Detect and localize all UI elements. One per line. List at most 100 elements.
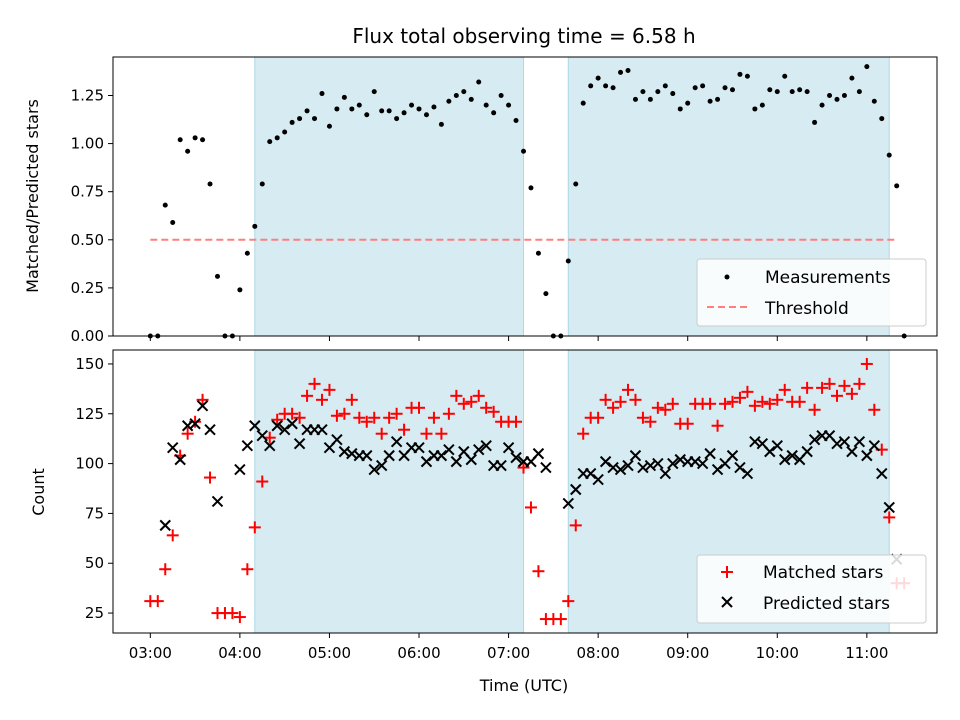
matched-star-point [666, 397, 679, 410]
matched-star-point [853, 377, 866, 390]
matched-star-point [226, 607, 239, 620]
matched-star-point [472, 389, 485, 402]
predicted-star-point [196, 400, 209, 412]
measurement-point [774, 89, 780, 95]
top-legend-box [696, 258, 927, 327]
matched-star-point [442, 407, 455, 420]
measurement-point [423, 112, 429, 118]
measurement-point [468, 96, 474, 102]
matched-star-point [816, 381, 829, 394]
measurement-point [871, 98, 877, 104]
measurement-point [289, 119, 295, 125]
measurement-point [543, 291, 549, 297]
matched-star-point [614, 395, 627, 408]
measurement-point [603, 83, 609, 89]
measurement-point [521, 148, 527, 154]
matched-star-point [345, 393, 358, 406]
predicted-star-point [204, 424, 216, 436]
predicted-star-point [189, 418, 201, 430]
measurement-point [804, 89, 810, 95]
matched-star-point [741, 385, 754, 398]
matched-star-point [151, 595, 164, 608]
measurement-point [274, 135, 280, 141]
matched-star-point [293, 411, 306, 424]
matched-star-point [644, 415, 657, 428]
y-tick-label: 100 [75, 455, 104, 473]
matched-star-point [413, 401, 426, 414]
matched-star-point [681, 417, 694, 430]
predicted-star-point [734, 461, 746, 474]
matched-star-point [808, 403, 821, 416]
x-tick-label: 08:00 [577, 644, 620, 662]
matched-star-point [233, 611, 246, 624]
measurement-point [782, 73, 788, 79]
measurement-point [371, 89, 377, 95]
measurement-point [535, 250, 541, 256]
measurement-point [528, 185, 534, 191]
legend-matched-marker [721, 566, 733, 578]
matched-star-point [166, 529, 179, 542]
predicted-star-point [293, 437, 306, 450]
y-tick-label: 75 [85, 504, 104, 522]
matched-star-point [353, 411, 366, 424]
measurement-point [677, 106, 683, 112]
matched-star-point [711, 419, 724, 432]
measurement-point [386, 108, 392, 114]
predicted-star-point [271, 420, 283, 432]
measurement-point [438, 121, 444, 127]
measurement-point [864, 64, 870, 70]
measurement-point [797, 87, 803, 93]
predicted-star-point [570, 483, 582, 496]
predicted-star-point [846, 445, 858, 458]
predicted-star-point [584, 467, 597, 480]
predicted-star-point [316, 424, 328, 436]
measurement-point [356, 102, 362, 108]
measurement-point [632, 96, 638, 102]
shaded-interval-1 [254, 349, 525, 634]
measurement-point [483, 102, 489, 108]
measurement-point [715, 96, 721, 102]
matched-star-point [241, 563, 254, 576]
y-tick-label: 25 [85, 604, 104, 622]
matched-star-point [569, 519, 582, 532]
measurement-point [886, 152, 892, 158]
measurement-point [565, 258, 571, 264]
predicted-star-point [592, 473, 604, 486]
matched-star-point [554, 613, 567, 626]
x-tick-label: 10:00 [756, 644, 799, 662]
measurement-point [506, 102, 512, 108]
matched-star-point [793, 395, 806, 408]
matched-star-point [450, 389, 463, 402]
matched-star-point [286, 407, 299, 420]
matched-star-point [622, 383, 634, 396]
predicted-star-point [390, 435, 403, 448]
matched-star-point [368, 411, 381, 424]
matched-star-point [726, 395, 739, 408]
matched-star-point [204, 471, 217, 484]
matched-star-point [398, 423, 411, 436]
measurement-point [162, 202, 168, 208]
measurement-point [692, 85, 698, 91]
measurement-point [431, 104, 437, 110]
measurement-point [588, 83, 594, 89]
matched-star-point [263, 431, 276, 444]
predicted-star-point [510, 451, 522, 464]
bottom-x-ticks: 03:00 04:00 05:00 06:00 07:00 08:00 09:00 10:00… [129, 633, 888, 662]
measurement-point [685, 100, 691, 106]
predicted-star-point [413, 441, 425, 454]
measurement-point [319, 91, 325, 97]
matched-star-point [480, 401, 493, 414]
top-panel: Flux total observing time = 6.58 h 0.000… [23, 24, 938, 345]
measurement-point [700, 83, 706, 89]
measurement-point [446, 98, 452, 104]
matched-star-point [577, 427, 590, 440]
matched-star-point [248, 521, 261, 534]
measurement-point [640, 89, 646, 95]
predicted-star-point [838, 435, 851, 448]
measurement-point [207, 181, 213, 187]
predicted-star-point [211, 495, 224, 508]
x-tick-label: 04:00 [218, 644, 261, 662]
predicted-star-point [726, 449, 739, 462]
y-tick-label: 150 [75, 355, 104, 373]
measurement-point [759, 102, 765, 108]
